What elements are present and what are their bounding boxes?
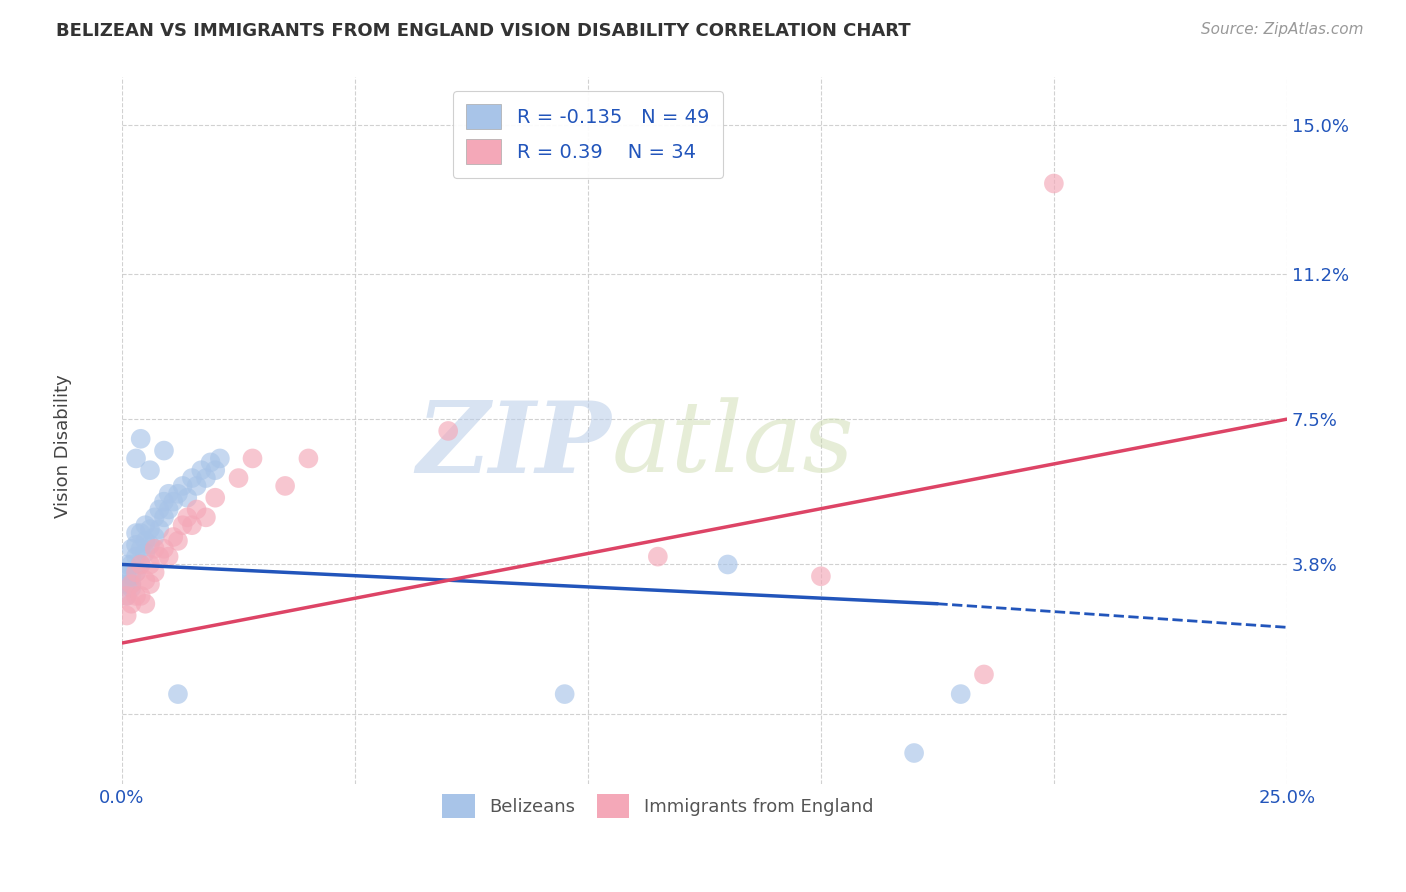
Point: [647, 549, 669, 564]
Point: [129, 558, 152, 572]
Point: [172, 479, 194, 493]
Point: [115, 608, 138, 623]
Point: [194, 471, 217, 485]
Point: [125, 566, 148, 580]
Point: [148, 522, 170, 536]
Point: [172, 518, 194, 533]
Point: [139, 522, 162, 536]
Point: [115, 577, 138, 591]
Point: [139, 463, 162, 477]
Point: [973, 667, 995, 681]
Point: [125, 549, 148, 564]
Point: [1043, 177, 1066, 191]
Point: [115, 589, 138, 603]
Point: [129, 558, 152, 572]
Point: [125, 566, 148, 580]
Point: [228, 471, 250, 485]
Point: [120, 581, 142, 595]
Point: [134, 573, 156, 587]
Point: [157, 549, 180, 564]
Point: [297, 451, 319, 466]
Point: [204, 491, 226, 505]
Point: [134, 546, 156, 560]
Point: [139, 577, 162, 591]
Point: [153, 494, 176, 508]
Point: [208, 451, 231, 466]
Point: [139, 538, 162, 552]
Point: [181, 471, 204, 485]
Point: [125, 589, 148, 603]
Point: [186, 479, 208, 493]
Point: [143, 541, 166, 556]
Legend: Belizeans, Immigrants from England: Belizeans, Immigrants from England: [434, 788, 880, 825]
Point: [162, 494, 184, 508]
Point: [437, 424, 460, 438]
Point: [204, 463, 226, 477]
Point: [125, 526, 148, 541]
Point: [120, 569, 142, 583]
Point: [274, 479, 297, 493]
Point: [903, 746, 925, 760]
Point: [134, 597, 156, 611]
Text: ZIP: ZIP: [416, 397, 612, 493]
Point: [717, 558, 740, 572]
Point: [143, 566, 166, 580]
Point: [194, 510, 217, 524]
Point: [554, 687, 576, 701]
Point: [148, 502, 170, 516]
Point: [134, 533, 156, 548]
Point: [162, 530, 184, 544]
Point: [157, 487, 180, 501]
Point: [139, 558, 162, 572]
Point: [190, 463, 212, 477]
Point: [143, 510, 166, 524]
Point: [134, 518, 156, 533]
Point: [125, 538, 148, 552]
Point: [153, 443, 176, 458]
Point: [186, 502, 208, 516]
Point: [148, 549, 170, 564]
Point: [129, 541, 152, 556]
Point: [242, 451, 264, 466]
Text: Vision Disability: Vision Disability: [55, 374, 72, 518]
Point: [176, 510, 198, 524]
Point: [157, 502, 180, 516]
Point: [167, 687, 190, 701]
Text: atlas: atlas: [612, 398, 853, 492]
Point: [125, 451, 148, 466]
Point: [115, 566, 138, 580]
Point: [115, 589, 138, 603]
Point: [143, 530, 166, 544]
Point: [810, 569, 832, 583]
Point: [181, 518, 204, 533]
Point: [129, 432, 152, 446]
Point: [167, 533, 190, 548]
Point: [167, 487, 190, 501]
Point: [120, 541, 142, 556]
Point: [200, 455, 222, 469]
Point: [153, 510, 176, 524]
Point: [120, 577, 142, 591]
Text: Source: ZipAtlas.com: Source: ZipAtlas.com: [1201, 22, 1364, 37]
Text: BELIZEAN VS IMMIGRANTS FROM ENGLAND VISION DISABILITY CORRELATION CHART: BELIZEAN VS IMMIGRANTS FROM ENGLAND VISI…: [56, 22, 911, 40]
Point: [120, 558, 142, 572]
Point: [129, 526, 152, 541]
Point: [120, 597, 142, 611]
Point: [129, 589, 152, 603]
Point: [120, 577, 142, 591]
Point: [115, 558, 138, 572]
Point: [176, 491, 198, 505]
Point: [153, 541, 176, 556]
Point: [949, 687, 972, 701]
